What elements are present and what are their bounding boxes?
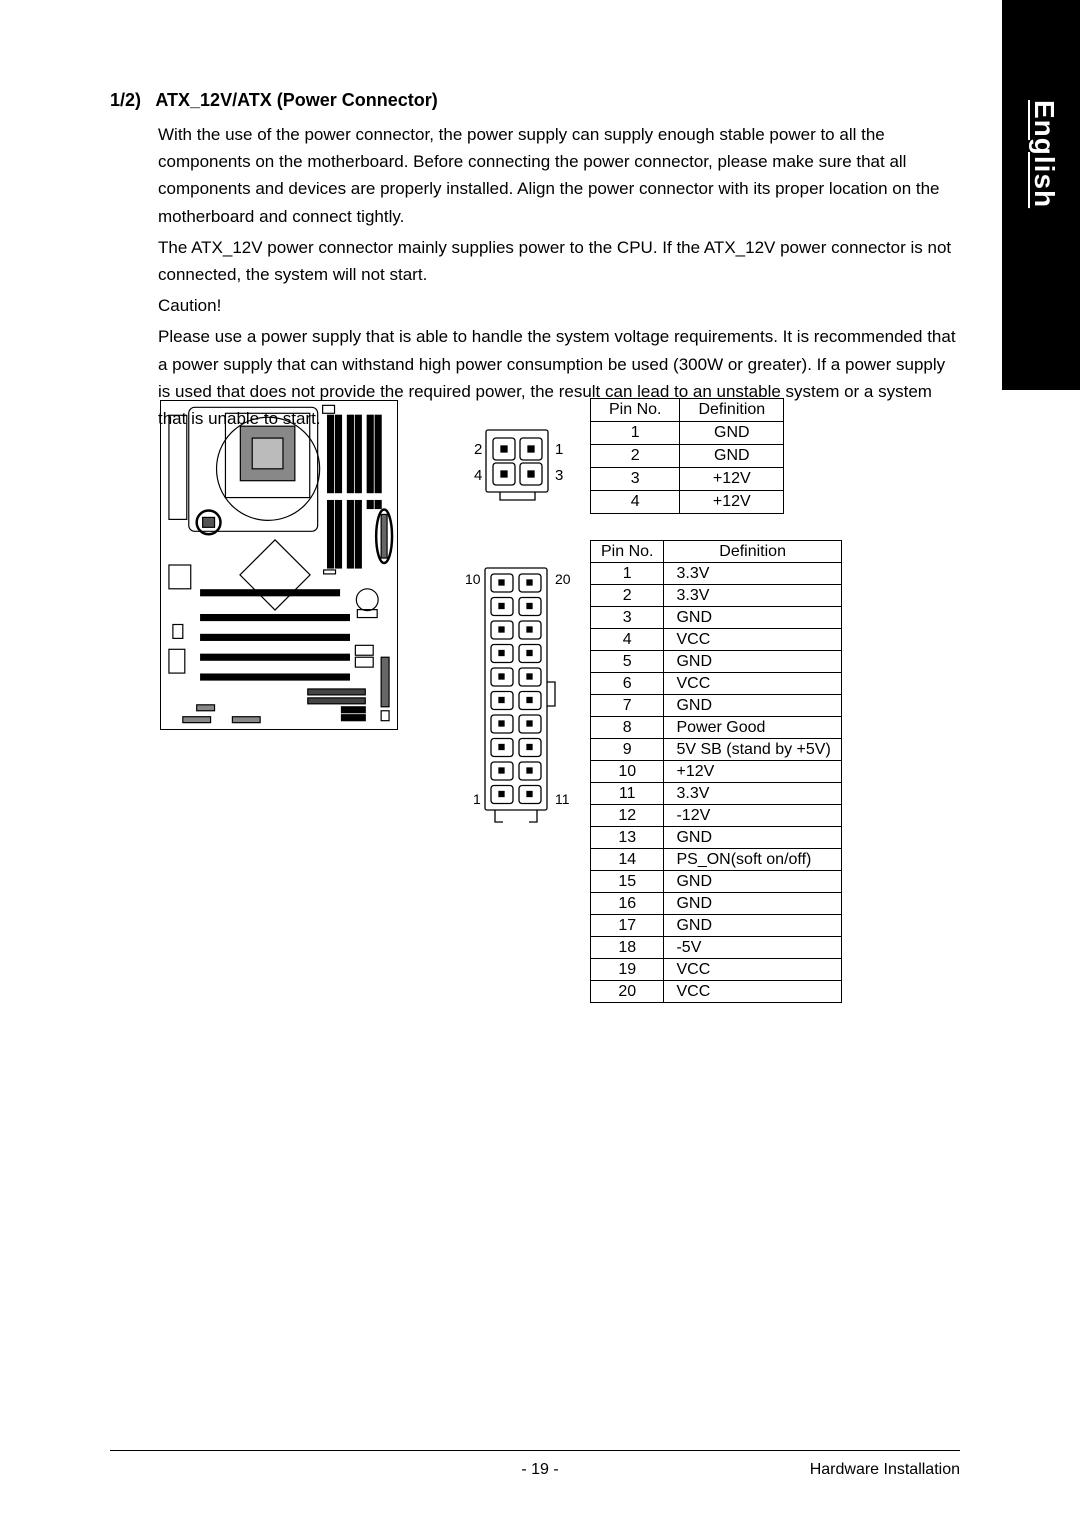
table-row: 19VCC <box>591 959 842 981</box>
table-row: 12-12V <box>591 805 842 827</box>
conn20-label-tr: 20 <box>555 571 571 587</box>
paragraph-1: With the use of the power connector, the… <box>158 121 960 230</box>
conn4-label-bl: 4 <box>474 467 482 484</box>
footer-rule <box>110 1450 960 1451</box>
table20-header-def: Definition <box>664 541 841 563</box>
table-row: 3+12V <box>591 468 784 491</box>
table4-header-def: Definition <box>680 399 784 422</box>
conn20-label-br: 11 <box>555 791 570 807</box>
table-row: 20VCC <box>591 981 842 1003</box>
table20-header-pin: Pin No. <box>591 541 664 563</box>
atx-connector-diagram: 10 20 1 11 <box>455 560 590 840</box>
conn4-label-tl: 2 <box>474 441 482 458</box>
table-row: 95V SB (stand by +5V) <box>591 739 842 761</box>
paragraph-2: The ATX_12V power connector mainly suppl… <box>158 234 960 288</box>
table-row: 4+12V <box>591 491 784 514</box>
table-row: 8Power Good <box>591 717 842 739</box>
atx12v-pinout-table: Pin No. Definition 1GND2GND3+12V4+12V <box>590 398 784 514</box>
table-row: 13GND <box>591 827 842 849</box>
section-number: 1/2) <box>110 90 141 110</box>
section-title: ATX_12V/ATX (Power Connector) <box>155 90 437 110</box>
atx-pinout-table: Pin No. Definition 13.3V23.3V3GND4VCC5GN… <box>590 540 842 1003</box>
conn20-label-bl: 1 <box>473 791 481 807</box>
table-row: 7GND <box>591 695 842 717</box>
table-row: 23.3V <box>591 585 842 607</box>
table-row: 113.3V <box>591 783 842 805</box>
table-row: 13.3V <box>591 563 842 585</box>
section-heading: 1/2) ATX_12V/ATX (Power Connector) <box>110 90 960 111</box>
table4-header-pin: Pin No. <box>591 399 680 422</box>
table-row: 2GND <box>591 445 784 468</box>
table-row: 14PS_ON(soft on/off) <box>591 849 842 871</box>
table-row: 18-5V <box>591 937 842 959</box>
main-content: 1/2) ATX_12V/ATX (Power Connector) With … <box>110 90 960 436</box>
conn20-label-tl: 10 <box>465 571 481 587</box>
table-row: 1GND <box>591 422 784 445</box>
table-row: 4VCC <box>591 629 842 651</box>
atx12v-connector-diagram: 2 1 4 3 <box>460 408 580 508</box>
table-row: 15GND <box>591 871 842 893</box>
table-row: 10+12V <box>591 761 842 783</box>
motherboard-diagram <box>160 400 398 730</box>
table-row: 3GND <box>591 607 842 629</box>
conn4-label-tr: 1 <box>555 441 563 458</box>
table-row: 6VCC <box>591 673 842 695</box>
table-row: 17GND <box>591 915 842 937</box>
language-tab-label: English <box>1028 100 1060 208</box>
conn4-label-br: 3 <box>555 467 563 484</box>
paragraph-3: Caution! <box>158 292 960 319</box>
footer-section-title: Hardware Installation <box>810 1461 960 1479</box>
table-row: 16GND <box>591 893 842 915</box>
table-row: 5GND <box>591 651 842 673</box>
